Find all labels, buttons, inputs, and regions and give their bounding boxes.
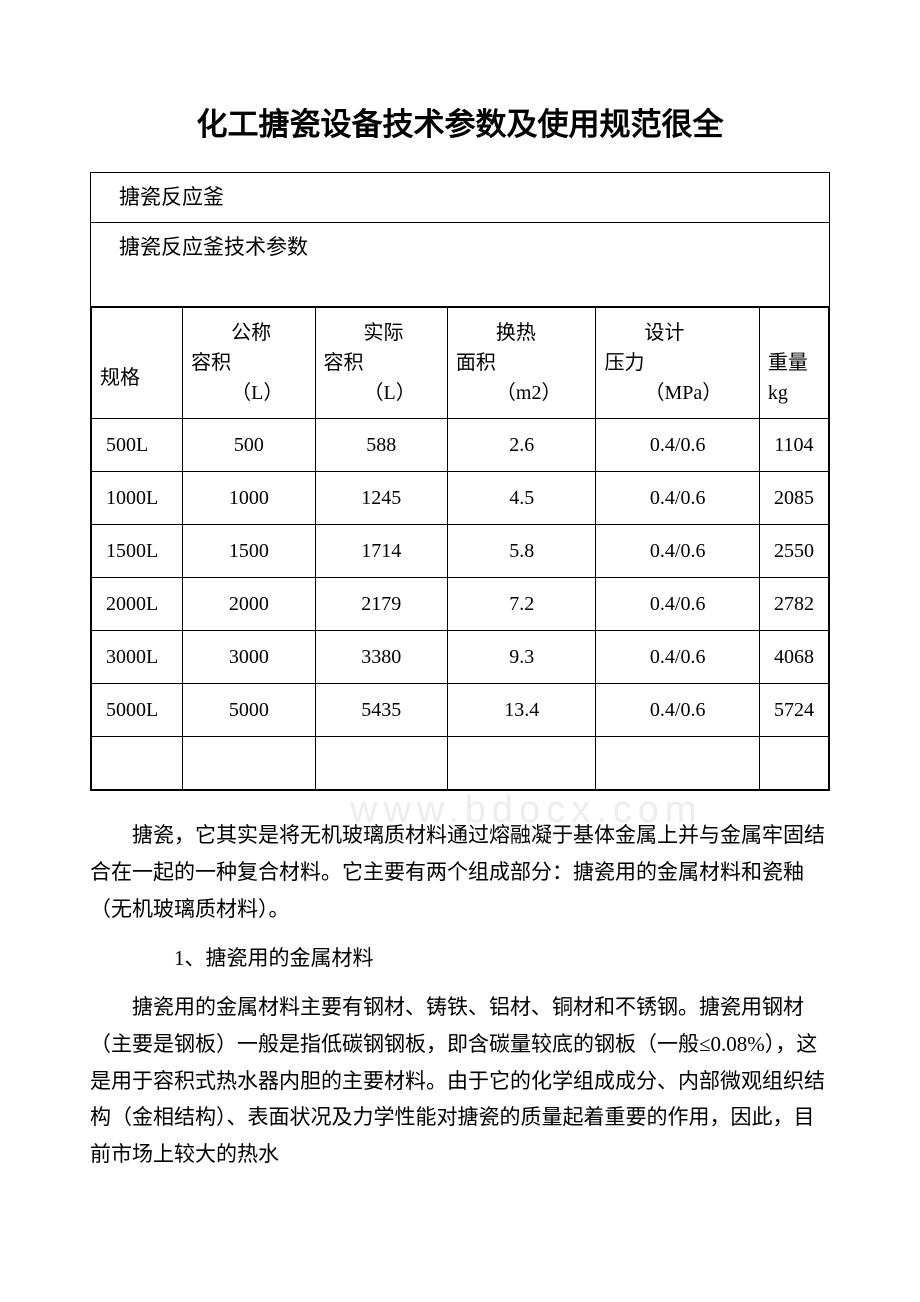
page-title: 化工搪瓷设备技术参数及使用规范很全 xyxy=(90,100,830,150)
section-header-2: 搪瓷反应釜技术参数 xyxy=(91,223,829,307)
cell-area: 13.4 xyxy=(447,684,596,737)
col-weight: 重量 kg xyxy=(759,308,828,419)
cell-weight: 4068 xyxy=(759,631,828,684)
table-body: 500L5005882.60.4/0.611041000L100012454.5… xyxy=(92,419,829,790)
cell-weight: 1104 xyxy=(759,419,828,472)
sub-heading-1: 1、搪瓷用的金属材料 xyxy=(90,942,830,976)
cell-weight: 2550 xyxy=(759,525,828,578)
hdr: kg xyxy=(768,382,788,404)
cell-nominal: 3000 xyxy=(183,631,315,684)
section-header-2-text: 搪瓷反应釜技术参数 xyxy=(119,235,308,259)
spec-table-wrap: 规格 公称 容积 （L） 实际 容积 （L） 换热 xyxy=(91,307,829,790)
cell-nominal: 1000 xyxy=(183,472,315,525)
cell-weight: 5724 xyxy=(759,684,828,737)
spec-container: 搪瓷反应釜 搪瓷反应釜技术参数 规格 公称 容积 （L） xyxy=(90,172,830,792)
hdr: （L） xyxy=(324,378,439,408)
empty-cell xyxy=(596,737,759,790)
table-row: 1500L150017145.80.4/0.62550 xyxy=(92,525,829,578)
cell-pressure: 0.4/0.6 xyxy=(596,631,759,684)
empty-cell xyxy=(92,737,183,790)
cell-pressure: 0.4/0.6 xyxy=(596,419,759,472)
cell-nominal: 500 xyxy=(183,419,315,472)
cell-spec: 2000L xyxy=(92,578,183,631)
hdr: 换热 xyxy=(456,318,588,348)
cell-actual: 1245 xyxy=(315,472,447,525)
table-row: 3000L300033809.30.4/0.64068 xyxy=(92,631,829,684)
cell-nominal: 2000 xyxy=(183,578,315,631)
hdr: 重量 xyxy=(768,352,808,374)
empty-cell xyxy=(447,737,596,790)
cell-area: 9.3 xyxy=(447,631,596,684)
empty-cell xyxy=(183,737,315,790)
hdr: 压力 xyxy=(604,352,644,374)
hdr: 实际 xyxy=(324,318,439,348)
col-spec: 规格 xyxy=(92,308,183,419)
cell-spec: 500L xyxy=(92,419,183,472)
hdr: 容积 xyxy=(191,352,231,374)
empty-cell xyxy=(759,737,828,790)
hdr: （L） xyxy=(191,378,306,408)
table-row: 2000L200021797.20.4/0.62782 xyxy=(92,578,829,631)
cell-actual: 1714 xyxy=(315,525,447,578)
cell-weight: 2782 xyxy=(759,578,828,631)
cell-spec: 1000L xyxy=(92,472,183,525)
hdr: 规格 xyxy=(100,367,140,389)
col-area: 换热 面积 （m2） xyxy=(447,308,596,419)
col-nominal: 公称 容积 （L） xyxy=(183,308,315,419)
hdr: 面积 xyxy=(456,352,496,374)
cell-weight: 2085 xyxy=(759,472,828,525)
hdr: 容积 xyxy=(324,352,364,374)
table-row: 500L5005882.60.4/0.61104 xyxy=(92,419,829,472)
table-header-row: 规格 公称 容积 （L） 实际 容积 （L） 换热 xyxy=(92,308,829,419)
cell-pressure: 0.4/0.6 xyxy=(596,472,759,525)
col-pressure: 设计 压力 （MPa） xyxy=(596,308,759,419)
hdr: 设计 xyxy=(604,318,750,348)
cell-actual: 3380 xyxy=(315,631,447,684)
table-row-empty xyxy=(92,737,829,790)
cell-actual: 5435 xyxy=(315,684,447,737)
cell-area: 5.8 xyxy=(447,525,596,578)
cell-area: 7.2 xyxy=(447,578,596,631)
cell-area: 4.5 xyxy=(447,472,596,525)
hdr: （MPa） xyxy=(604,378,750,408)
cell-spec: 1500L xyxy=(92,525,183,578)
spec-table: 规格 公称 容积 （L） 实际 容积 （L） 换热 xyxy=(91,307,829,790)
hdr: （m2） xyxy=(456,378,588,408)
cell-actual: 588 xyxy=(315,419,447,472)
hdr: 公称 xyxy=(191,318,306,348)
table-row: 1000L100012454.50.4/0.62085 xyxy=(92,472,829,525)
col-actual: 实际 容积 （L） xyxy=(315,308,447,419)
paragraph-1: 搪瓷，它其实是将无机玻璃质材料通过熔融凝于基体金属上并与金属牢固结合在一起的一种… xyxy=(90,817,830,927)
section-header-1: 搪瓷反应釜 xyxy=(91,173,829,224)
paragraph-2: 搪瓷用的金属材料主要有钢材、铸铁、铝材、铜材和不锈钢。搪瓷用钢材（主要是钢板）一… xyxy=(90,989,830,1173)
cell-spec: 5000L xyxy=(92,684,183,737)
cell-actual: 2179 xyxy=(315,578,447,631)
cell-nominal: 1500 xyxy=(183,525,315,578)
cell-pressure: 0.4/0.6 xyxy=(596,684,759,737)
cell-spec: 3000L xyxy=(92,631,183,684)
cell-area: 2.6 xyxy=(447,419,596,472)
cell-nominal: 5000 xyxy=(183,684,315,737)
cell-pressure: 0.4/0.6 xyxy=(596,578,759,631)
empty-cell xyxy=(315,737,447,790)
table-row: 5000L5000543513.40.4/0.65724 xyxy=(92,684,829,737)
document-page: { "title": "化工搪瓷设备技术参数及使用规范很全", "waterma… xyxy=(90,100,830,1173)
cell-pressure: 0.4/0.6 xyxy=(596,525,759,578)
